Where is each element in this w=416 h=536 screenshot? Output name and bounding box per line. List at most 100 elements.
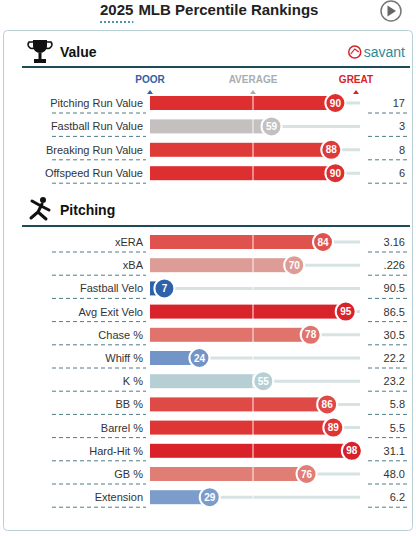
row-underline: [368, 507, 408, 508]
data-label: 59: [266, 121, 278, 132]
row-underline: [368, 159, 408, 160]
category-label: Barrel %: [101, 422, 143, 434]
data-label: 90: [330, 98, 342, 109]
bar: [150, 328, 311, 342]
page: 2025MLB Percentile RankingsValuesavantPO…: [0, 0, 416, 536]
labels: Pitching Run Value17Fastball Run Value3B…: [45, 93, 405, 183]
row-underline: [368, 321, 408, 322]
header-title: MLB Percentile Rankings: [138, 1, 318, 18]
row-underline: [368, 414, 408, 415]
percentile-badge: [200, 487, 220, 507]
category-label: Chase %: [98, 329, 143, 341]
category-label: Avg Exit Velo: [78, 306, 143, 318]
row-underline: [52, 136, 146, 137]
category-label: xERA: [115, 236, 144, 248]
category-label: Whiff %: [105, 352, 143, 364]
row-underline: [368, 368, 408, 369]
percentile-badge: [301, 325, 321, 345]
data-label: 89: [328, 422, 340, 433]
row-underline: [368, 136, 408, 137]
row-underline: [52, 437, 146, 438]
scale-tick: [353, 90, 359, 94]
category-label: Hard-Hit %: [89, 445, 143, 457]
row-underline: [52, 344, 146, 345]
pitcher-head: [40, 197, 46, 203]
data-label: 95: [340, 306, 352, 317]
brand: savant: [364, 44, 405, 60]
percentile-badge: [297, 464, 317, 484]
data-label: 70: [289, 260, 301, 271]
stat-value: 6: [399, 167, 405, 179]
row-underline: [52, 321, 146, 322]
chart-1: PitchingxERA3.16xBA.226Fastball Velo90.5…: [22, 197, 410, 507]
category-label: K %: [123, 375, 143, 387]
data-label: 7: [162, 283, 168, 294]
row-underline: [52, 183, 146, 184]
data-label: 84: [317, 237, 329, 248]
stat-value: 31.1: [384, 445, 405, 457]
percentile-badge: [154, 278, 174, 298]
stat-value: 6.2: [390, 491, 405, 503]
row-underline: [52, 484, 146, 485]
percentile-badge: [321, 140, 341, 160]
percentile-badge: [189, 348, 209, 368]
row-underline: [368, 183, 408, 184]
category-label: BB %: [115, 398, 143, 410]
stat-value: 23.2: [384, 375, 405, 387]
stat-value: 5.5: [390, 422, 405, 434]
bar: [150, 143, 331, 157]
row-underline: [368, 484, 408, 485]
row-underline: [368, 275, 408, 276]
trophy-handles: [28, 42, 52, 48]
stat-value: 86.5: [384, 306, 405, 318]
category-label: GB %: [114, 468, 143, 480]
percentile-badge: [253, 371, 273, 391]
scale-label: POOR: [135, 74, 165, 85]
average-line: [252, 95, 254, 181]
bar: [150, 421, 333, 435]
data-label: 78: [305, 329, 317, 340]
stat-value: 8: [399, 144, 405, 156]
bar: [150, 235, 323, 249]
scale-tick: [147, 90, 153, 94]
bar: [150, 96, 335, 110]
chart-0: ValuesavantPOORAVERAGEGREATPitching Run …: [22, 40, 410, 183]
row-underline: [368, 460, 408, 461]
percentile-badge: [284, 255, 304, 275]
trophy-stem: [39, 53, 42, 59]
category-label: Fastball Run Value: [51, 120, 143, 132]
bar: [150, 305, 346, 319]
row-underline: [368, 344, 408, 345]
data-label: 76: [301, 469, 313, 480]
category-label: Pitching Run Value: [50, 97, 143, 109]
data-label: 88: [326, 144, 338, 155]
scale-label: AVERAGE: [229, 74, 278, 85]
data-label: 86: [322, 399, 334, 410]
row-underline: [52, 368, 146, 369]
stat-value: 3: [399, 120, 405, 132]
play-icon-arrow: [388, 6, 397, 17]
bars: [150, 235, 352, 504]
percentile-badge: [325, 163, 345, 183]
average-line: [252, 234, 254, 505]
rows: [52, 242, 408, 507]
stat-value: .226: [384, 259, 405, 271]
category-label: Fastball Velo: [80, 282, 143, 294]
bar: [150, 258, 294, 272]
percentile-badge: [323, 418, 343, 438]
stat-value: 3.16: [384, 236, 405, 248]
data-label: 55: [258, 376, 270, 387]
data-label: 98: [346, 445, 358, 456]
row-underline: [368, 252, 408, 253]
category-label: Offspeed Run Value: [45, 167, 143, 179]
trophy-cup: [33, 40, 47, 53]
row-underline: [368, 437, 408, 438]
bar: [150, 166, 335, 180]
data-label: 29: [204, 492, 216, 503]
stat-value: 30.5: [384, 329, 405, 341]
card: [4, 31, 413, 531]
section-title: Value: [60, 44, 97, 60]
row-underline: [368, 113, 408, 114]
bar: [150, 397, 327, 411]
percentile-badge: [262, 116, 282, 136]
